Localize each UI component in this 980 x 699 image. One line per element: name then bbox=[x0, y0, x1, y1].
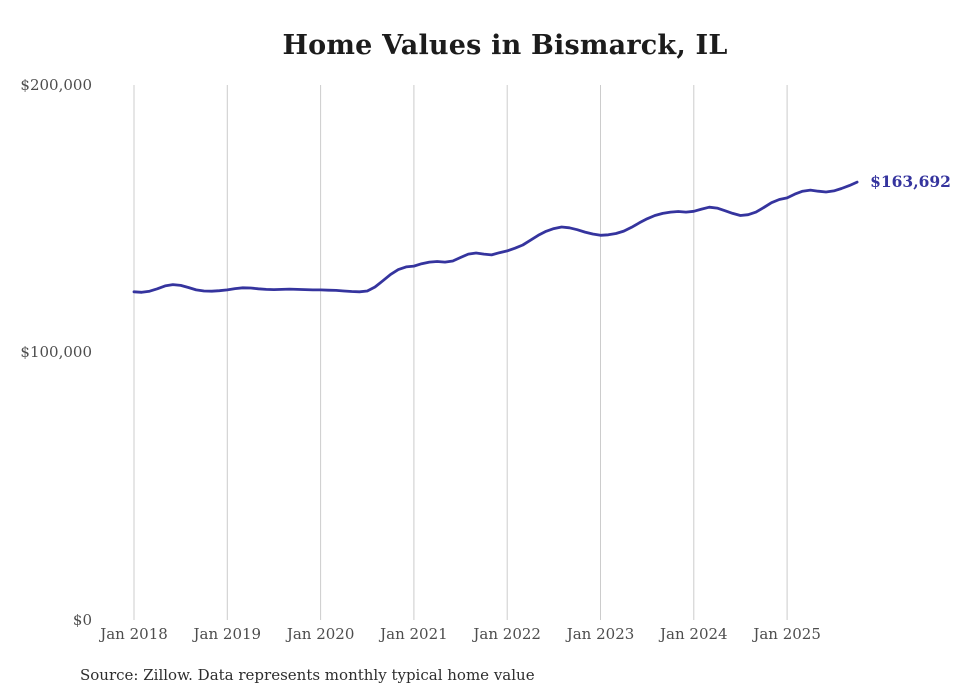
y-axis-tick-100000: $100,000 bbox=[20, 343, 92, 361]
source-attribution: Source: Zillow. Data represents monthly … bbox=[80, 666, 535, 684]
x-axis-tick-2023: Jan 2023 bbox=[566, 625, 635, 643]
x-axis-tick-2020: Jan 2020 bbox=[286, 625, 355, 643]
end-value-label: $163,692 bbox=[870, 172, 951, 192]
x-axis-tick-2024: Jan 2024 bbox=[660, 625, 728, 643]
chart-title: Home Values in Bismarck, IL bbox=[282, 30, 728, 61]
x-axis-tick-2019: Jan 2019 bbox=[193, 625, 262, 643]
x-axis-tick-2025: Jan 2025 bbox=[753, 625, 821, 643]
x-axis-tick-2018: Jan 2018 bbox=[100, 625, 168, 643]
y-axis-tick-200000: $200,000 bbox=[20, 76, 92, 94]
x-axis-tick-2021: Jan 2021 bbox=[380, 625, 448, 643]
y-axis-tick-0: $0 bbox=[72, 611, 92, 629]
x-axis-tick-2022: Jan 2022 bbox=[473, 625, 541, 643]
